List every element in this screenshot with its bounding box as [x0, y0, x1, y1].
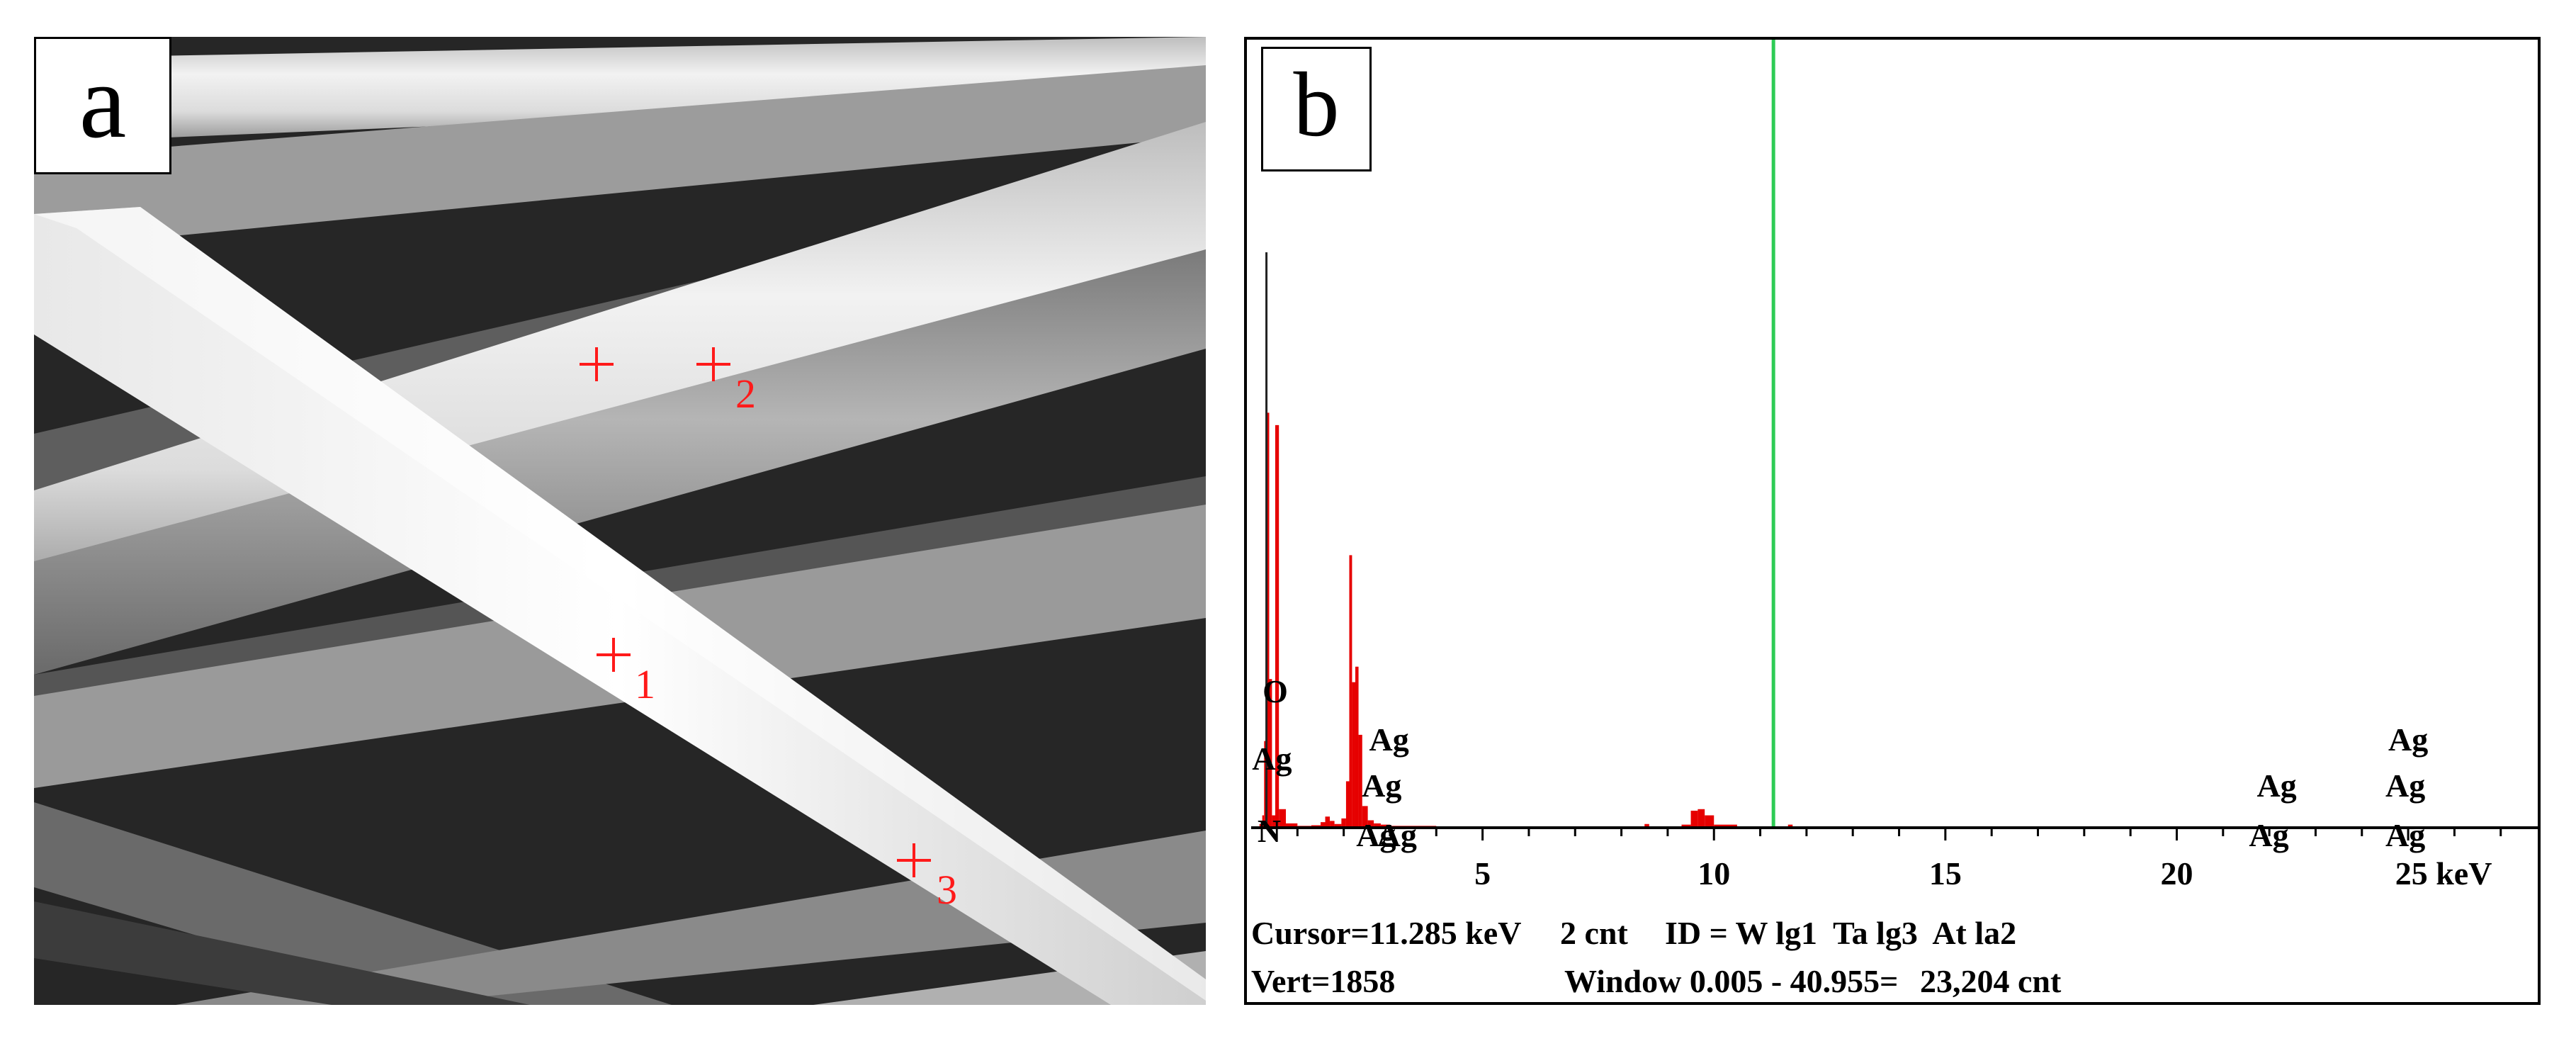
peak-label: O [1262, 673, 1288, 709]
panel-b-label: b [1261, 47, 1372, 171]
peak-label: Ag [1362, 767, 1401, 804]
spectrum-channel [1269, 679, 1272, 828]
peak-label: Ag [2388, 721, 2428, 758]
spectrum-channel [1345, 781, 1350, 828]
status-vert: Vert=1858 [1251, 963, 1396, 999]
spectrum-channel [1266, 412, 1270, 828]
spectrum-channel [1352, 682, 1355, 828]
status-cursor: Cursor=11.285 keV [1251, 915, 1522, 951]
spectrum-channel [1349, 555, 1352, 828]
panel-a-label: a [34, 37, 171, 174]
eds-spectrum-panel: O Ag N Ag Ag Ag Ag Ag Ag Ag Ag Ag 5 10 15 20 25 keV b C… [1244, 37, 2541, 1005]
peak-label: Ag [2385, 767, 2425, 804]
x-tick-labels: 5 10 15 20 25 keV [1474, 855, 2492, 892]
spectrum-channel [1362, 806, 1368, 828]
x-axis [1251, 826, 2538, 840]
x-tick-label: 25 keV [2395, 855, 2492, 892]
status-window: Window 0.005 - 40.955= [1564, 963, 1899, 999]
spectrum-channel [1358, 734, 1362, 828]
spectrum-channel [1330, 821, 1335, 828]
peak-label: Ag [1377, 817, 1417, 853]
status-id: ID = W lg1 Ta lg3 At la2 [1665, 915, 2017, 951]
x-tick-label: 10 [1697, 855, 1730, 892]
spectrum-channel [1367, 820, 1374, 828]
marker-crosses [580, 347, 614, 381]
marker-1 [597, 638, 631, 672]
spectrum-series [1259, 252, 2538, 828]
spectrum-channel [1320, 822, 1326, 828]
spectrum-channel [1644, 823, 1649, 828]
spectrum-channel [1697, 809, 1705, 828]
spectrum-channel [1355, 666, 1359, 828]
marker-2-label: 2 [735, 371, 756, 417]
x-tick-label: 15 [1929, 855, 1962, 892]
spectrum-channel [1341, 818, 1346, 828]
spectrum-channel [1681, 824, 1691, 828]
x-tick-label: 20 [2160, 855, 2193, 892]
spectrum-channel [1325, 816, 1331, 828]
spectrum-channel [1259, 823, 1262, 828]
marker-3 [897, 843, 931, 877]
spectrum-channel [1705, 815, 1714, 828]
peak-label: Ag [2249, 817, 2288, 853]
spectrum-channel [1272, 815, 1275, 828]
spectrum-channel [1264, 741, 1267, 828]
status-total: 23,204 cnt [1920, 963, 2062, 999]
spectrum-channel [1285, 823, 1298, 828]
status-counts: 2 cnt [1560, 915, 1628, 951]
peak-label: N [1258, 813, 1281, 849]
peak-label: Ag [1369, 721, 1409, 758]
peak-label: Ag [1252, 741, 1292, 777]
spectrum-channel [1279, 809, 1286, 828]
spectrum-channel [1380, 824, 1390, 828]
marker-1-label: 1 [635, 661, 655, 707]
x-tick-label: 5 [1474, 855, 1491, 892]
peak-label: Ag [1356, 817, 1396, 853]
spectrum-channel [1275, 424, 1279, 828]
spectrum-channel [1262, 815, 1265, 828]
spectrum-channel [1690, 810, 1698, 828]
spectrum-channel [1787, 824, 1793, 828]
sem-image-panel: 1 2 3 a [34, 37, 1206, 1005]
peak-label: Ag [2385, 817, 2425, 853]
spectrum-channel [1374, 823, 1381, 828]
measurement-markers [597, 347, 931, 877]
spectrum-channel [1334, 823, 1342, 828]
peak-label: Ag [2256, 767, 2296, 804]
marker-2 [696, 347, 730, 381]
sem-micrograph [34, 37, 1206, 1005]
spectrum-channel [1714, 824, 1737, 828]
marker-3-label: 3 [937, 867, 957, 913]
